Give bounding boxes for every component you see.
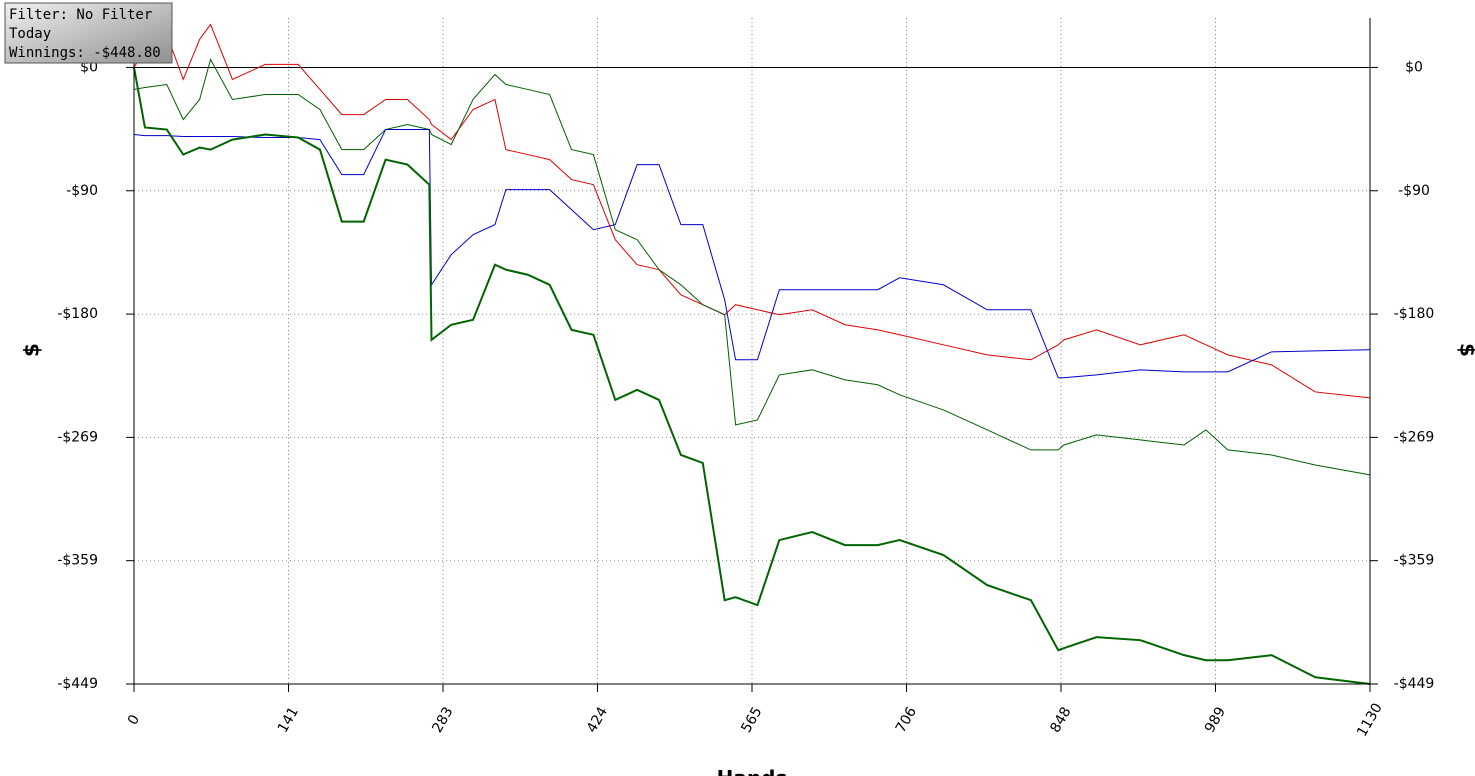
- info-line: Today: [9, 26, 51, 42]
- y-axis-label: $: [20, 343, 44, 357]
- y2-tick-label: -$90: [1398, 183, 1430, 199]
- info-box-bg: [4, 2, 173, 64]
- y2-axis-label: $: [1456, 343, 1475, 357]
- x-tick-label: 706: [893, 704, 920, 735]
- axes: $0 $0-$90 -$90-$180 -$180-$269 -$269-$359 -$3…: [57, 18, 1434, 739]
- lines: [133, 23, 1371, 685]
- y2-tick-label: -$449: [1394, 676, 1435, 692]
- x-axis-label: Hands: [717, 766, 788, 776]
- info-line: Winnings: -$448.80: [9, 45, 161, 61]
- y2-tick-label: -$180: [1394, 306, 1435, 322]
- x-tick-label: 565: [738, 704, 765, 735]
- y2-tick-label: -$269: [1394, 429, 1435, 445]
- x-tick-label: 141: [275, 704, 302, 735]
- x-tick-label: 0: [125, 712, 143, 728]
- x-tick-label: 848: [1047, 704, 1074, 735]
- y-tick-label: -$359: [57, 553, 98, 569]
- grid: [133, 18, 1371, 685]
- y2-tick-label: -$359: [1394, 553, 1435, 569]
- series-line: [133, 67, 1371, 685]
- y-tick-label: -$180: [57, 306, 98, 322]
- x-tick-label: 989: [1202, 704, 1229, 735]
- x-tick-label: 283: [429, 704, 456, 735]
- series-line: [133, 23, 1371, 399]
- y2-tick-label: $0: [1405, 59, 1423, 75]
- info-line: Filter: No Filter: [9, 7, 152, 23]
- x-tick-label: 424: [584, 704, 611, 735]
- y-tick-label: -$449: [57, 676, 98, 692]
- info-box: Filter: No Filter Today Winnings: -$448.…: [4, 2, 173, 64]
- series-line: [133, 129, 1371, 379]
- x-tick-label: 1130: [1354, 701, 1386, 740]
- series-line: [133, 58, 1371, 476]
- y-tick-label: -$269: [57, 429, 98, 445]
- y-tick-label: -$90: [66, 183, 98, 199]
